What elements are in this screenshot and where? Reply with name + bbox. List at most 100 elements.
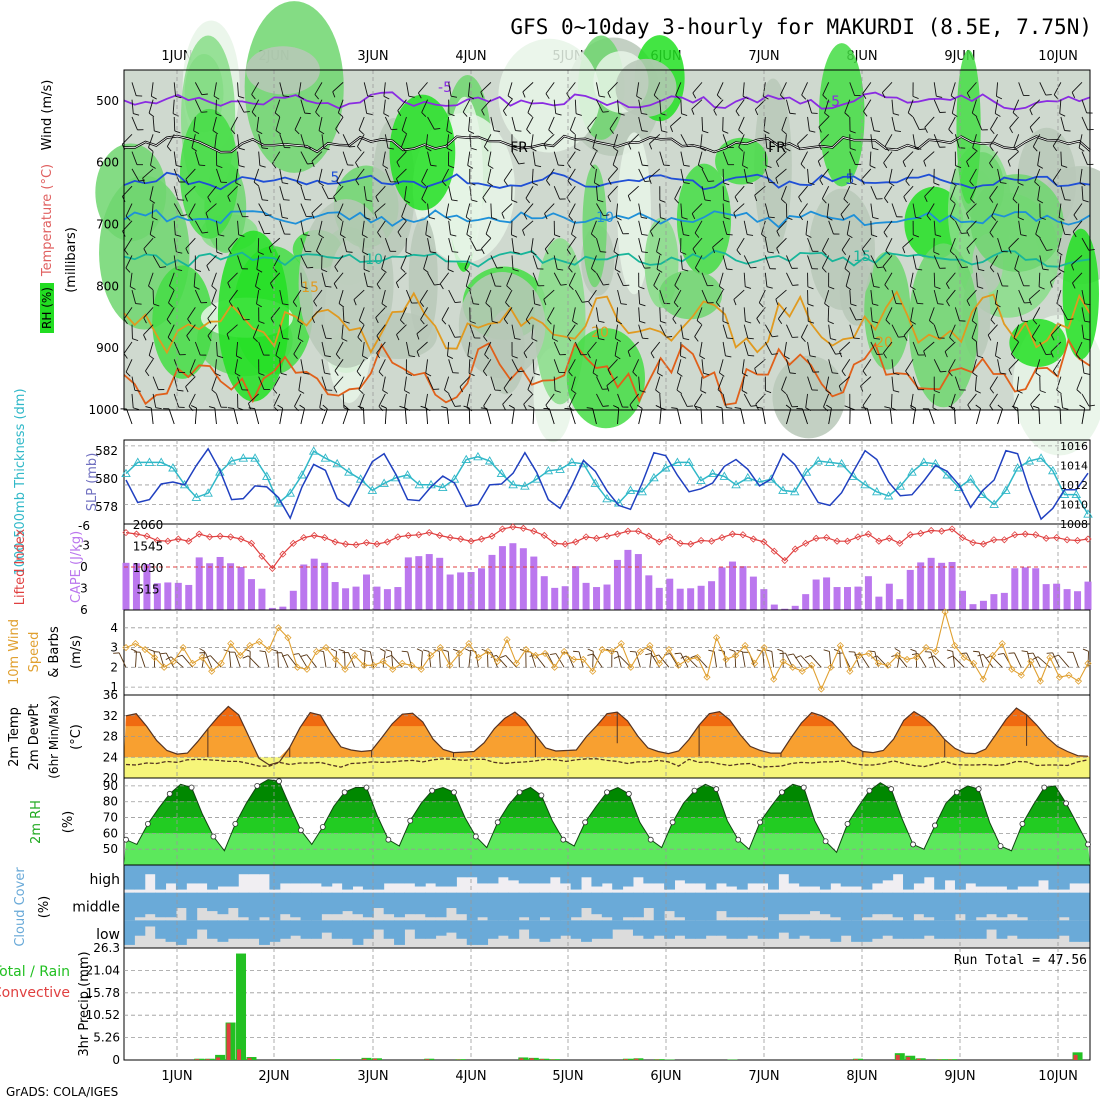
wind-barb <box>828 220 834 235</box>
wind-barb-flag <box>722 130 729 134</box>
wind-barb <box>490 203 492 218</box>
rh-marker <box>232 820 239 827</box>
wind-barb-flag <box>214 147 221 152</box>
wind-barb <box>507 82 513 96</box>
wind-barb <box>718 359 724 373</box>
wind-barb <box>1060 393 1063 408</box>
wind-barb-flag <box>568 215 574 221</box>
wind-barb-flag <box>223 649 230 652</box>
wind-barb <box>989 151 998 164</box>
cape-bar <box>247 579 255 610</box>
wind-barb <box>169 272 175 287</box>
wind-barb <box>358 116 365 131</box>
lifted-index-marker <box>300 534 308 542</box>
wind-barb <box>522 82 534 93</box>
wind-barb <box>531 168 534 183</box>
wind-barb-flag <box>934 390 941 394</box>
wind-barb-flag <box>400 319 405 325</box>
wind-barb-flag <box>877 266 884 269</box>
cape-bar <box>593 587 601 610</box>
cape-bar <box>185 584 193 610</box>
wind-barb-flag <box>442 649 449 652</box>
cloud-middle-cell <box>269 892 281 921</box>
lifted-index-marker <box>247 539 256 547</box>
wind-barb <box>275 341 281 356</box>
rh-marker <box>625 790 632 797</box>
wind-barb-flag <box>966 161 970 168</box>
wind-barb-flag <box>280 372 287 376</box>
wind-barb-flag <box>603 214 610 217</box>
wind-barb <box>441 307 450 320</box>
wind-barb <box>1059 407 1062 425</box>
wind-barb-flag <box>742 372 748 377</box>
wind-barb <box>821 255 830 269</box>
cape-bar <box>122 562 130 610</box>
wind-barb <box>627 185 639 196</box>
wind-barb-flag <box>292 301 298 307</box>
wind-barb <box>228 237 238 250</box>
precip-tick: 0 <box>112 1053 120 1067</box>
wind-barb-flag <box>661 130 668 133</box>
cloud-low-cell <box>830 920 842 942</box>
wind-barb <box>566 237 576 250</box>
wind-barb-flag <box>587 127 591 134</box>
wind-barb-flag <box>251 94 256 100</box>
thickness-marker <box>461 454 471 464</box>
wind-barb-flag <box>420 405 427 409</box>
wind-barb-flag <box>1078 147 1085 152</box>
wind-barb <box>1052 134 1062 147</box>
cape-bar <box>436 557 444 610</box>
wind-barb-flag <box>143 334 147 341</box>
wind-barb <box>569 116 576 131</box>
wind-barb-flag <box>1031 336 1037 342</box>
cape-bar <box>666 578 674 610</box>
wind-barb-flag <box>338 303 345 308</box>
wind-barb <box>406 82 410 97</box>
wind-barb-flag <box>919 128 926 131</box>
cloud-middle-cell <box>373 892 385 909</box>
lifted-index-marker <box>676 539 684 547</box>
wind-barb <box>359 393 365 408</box>
wind-barb <box>891 99 894 114</box>
wind-barb-flag <box>1045 353 1052 356</box>
wind-barb <box>1050 341 1062 353</box>
lifted-index-marker <box>864 530 872 538</box>
wind-barb-flag <box>1016 390 1023 394</box>
wind-barb-flag <box>613 405 619 409</box>
wind-barb <box>1031 324 1041 337</box>
wind-barb-flag <box>977 286 984 289</box>
cloud-middle-cell <box>560 892 572 921</box>
wind-barb <box>279 220 285 235</box>
thickness-marker <box>872 486 882 496</box>
wind-barb <box>826 203 830 218</box>
cloud-high-cell <box>871 865 883 884</box>
wind-barb-flag <box>674 652 681 655</box>
wind-barb <box>954 307 960 321</box>
wind-barb-flag <box>763 130 770 134</box>
wind-barb <box>701 289 709 304</box>
cloud-middle-cell <box>622 892 634 918</box>
wind-barb <box>970 186 977 200</box>
wind-barb <box>722 151 729 165</box>
lifted-index-marker <box>310 531 318 540</box>
cape-bar <box>917 562 925 610</box>
wind-barb-flag <box>142 178 146 184</box>
wind-barb-flag <box>884 406 891 409</box>
wind-barb <box>511 408 515 425</box>
wind-barb <box>764 272 768 287</box>
wind-barb <box>287 654 298 668</box>
wind-barb-flag <box>281 654 288 657</box>
wind-barb-flag <box>602 405 609 407</box>
wind-barb <box>619 655 632 668</box>
wind-barb <box>194 408 198 425</box>
precip-tick: 10.52 <box>86 1008 120 1022</box>
wind-barb <box>650 220 661 232</box>
wind-barb <box>722 324 728 339</box>
wind-barb-flag <box>602 111 609 113</box>
rh-legend-swatch <box>40 283 54 333</box>
wind-barb <box>1060 220 1066 235</box>
wind-barb <box>490 255 498 269</box>
wind-barb <box>468 116 471 131</box>
wind-barb <box>786 408 792 425</box>
cape-bar <box>875 596 883 610</box>
